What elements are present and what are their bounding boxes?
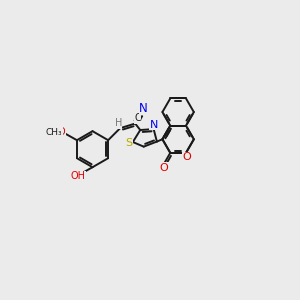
Text: N: N xyxy=(139,102,148,115)
Text: N: N xyxy=(149,120,158,130)
Text: O: O xyxy=(58,127,65,137)
Text: O: O xyxy=(182,152,191,163)
Text: O: O xyxy=(160,163,168,173)
Text: H: H xyxy=(115,118,122,128)
Text: CH₃: CH₃ xyxy=(46,128,62,136)
Text: OH: OH xyxy=(71,171,86,182)
Text: C: C xyxy=(134,113,141,124)
Text: S: S xyxy=(125,138,132,148)
